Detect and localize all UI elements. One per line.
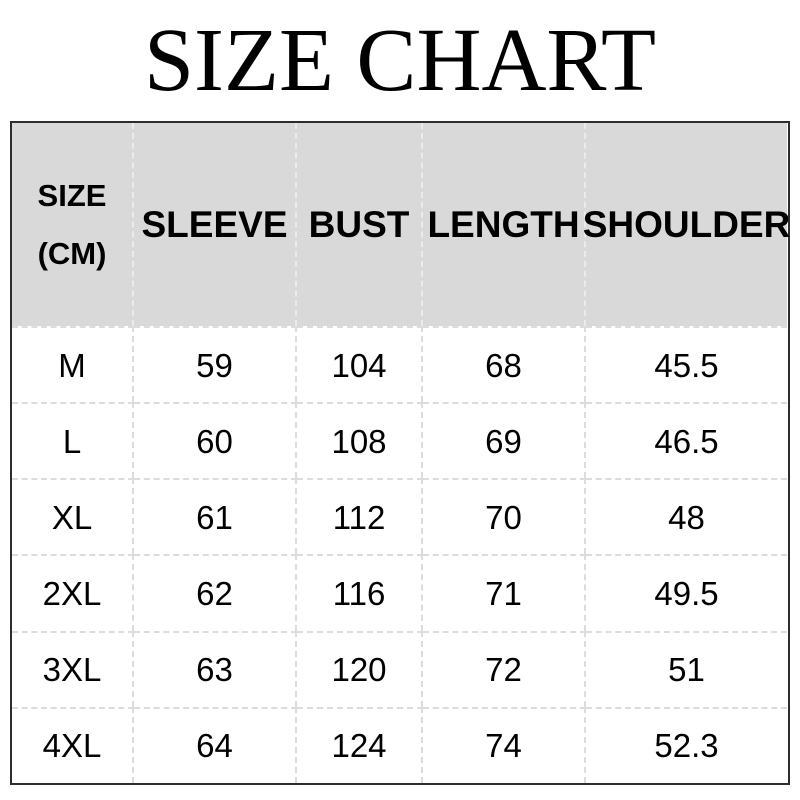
cell-sleeve: 61 <box>134 478 297 555</box>
cell-length: 70 <box>423 478 586 555</box>
cell-sleeve: 59 <box>134 326 297 403</box>
header-cell-size: SIZE (CM) <box>12 123 134 326</box>
cell-length: 72 <box>423 630 586 707</box>
cell-bust: 108 <box>297 402 423 479</box>
cell-bust: 104 <box>297 326 423 403</box>
cell-bust: 116 <box>297 554 423 631</box>
cell-length: 74 <box>423 706 586 783</box>
cell-shoulder: 51 <box>586 630 787 707</box>
cell-size: 3XL <box>12 630 134 707</box>
cell-sleeve: 62 <box>134 554 297 631</box>
cell-length: 71 <box>423 554 586 631</box>
header-cell-bust: BUST <box>297 123 423 326</box>
header-size-unit-line1: SIZE <box>37 178 107 213</box>
size-chart-table: SIZE (CM) SLEEVE BUST LENGTH SHOULDER M … <box>10 121 790 785</box>
cell-size: 4XL <box>12 706 134 783</box>
cell-size: M <box>12 326 134 403</box>
header-cell-shoulder: SHOULDER <box>583 123 790 326</box>
cell-shoulder: 48 <box>586 478 787 555</box>
cell-length: 69 <box>423 402 586 479</box>
cell-sleeve: 64 <box>134 706 297 783</box>
cell-shoulder: 52.3 <box>586 706 787 783</box>
cell-sleeve: 63 <box>134 630 297 707</box>
cell-size: XL <box>12 478 134 555</box>
cell-shoulder: 45.5 <box>586 326 787 403</box>
cell-length: 68 <box>423 326 586 403</box>
cell-size: 2XL <box>12 554 134 631</box>
cell-size: L <box>12 402 134 479</box>
cell-bust: 120 <box>297 630 423 707</box>
page-title: SIZE CHART <box>143 11 657 110</box>
header-size-unit-line2: (CM) <box>37 236 107 271</box>
header-cell-sleeve: SLEEVE <box>134 123 297 326</box>
cell-bust: 124 <box>297 706 423 783</box>
cell-sleeve: 60 <box>134 402 297 479</box>
header-cell-length: LENGTH <box>423 123 586 326</box>
cell-shoulder: 46.5 <box>586 402 787 479</box>
cell-shoulder: 49.5 <box>586 554 787 631</box>
cell-bust: 112 <box>297 478 423 555</box>
